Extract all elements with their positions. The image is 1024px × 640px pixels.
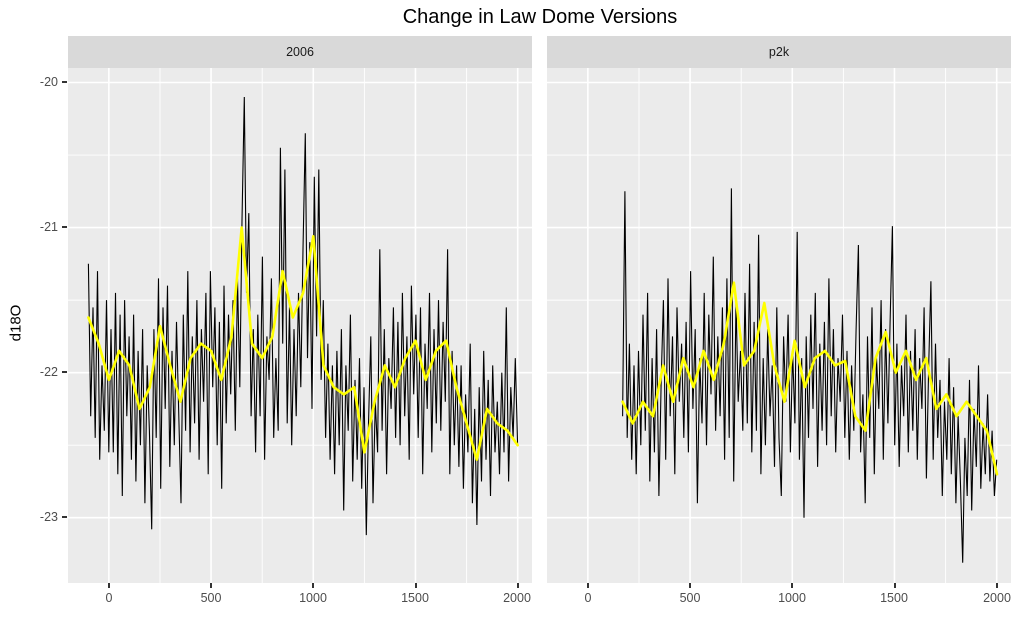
x-tick-label: 1500 — [880, 591, 908, 605]
x-tick-label: 1000 — [299, 591, 327, 605]
x-tick-label: 2000 — [983, 591, 1011, 605]
smooth-series-line — [621, 281, 999, 476]
y-tick-mark — [62, 226, 67, 228]
facet-panel-p2k — [547, 68, 1011, 583]
x-tick-mark — [689, 583, 691, 588]
x-tick-mark — [587, 583, 589, 588]
y-tick-label: -20 — [39, 75, 58, 89]
facet-strip-2006: 2006 — [68, 36, 532, 68]
panel-background — [68, 68, 532, 583]
y-tick-label: -23 — [39, 510, 58, 524]
y-tick-mark — [62, 81, 67, 83]
x-tick-mark — [791, 583, 793, 588]
x-tick-label: 2000 — [503, 591, 531, 605]
x-tick-mark — [517, 583, 519, 588]
x-tick-label: 500 — [200, 591, 222, 605]
smooth-series-line — [87, 226, 520, 462]
panel-background — [547, 68, 1011, 583]
x-tick-mark — [210, 583, 212, 588]
x-tick-mark — [996, 583, 998, 588]
y-tick-label: -22 — [39, 365, 58, 379]
facet-panel-2006 — [68, 68, 532, 583]
y-axis-title: d18O — [7, 304, 25, 342]
x-tick-label: 500 — [679, 591, 701, 605]
x-tick-label: 1000 — [778, 591, 806, 605]
x-tick-label: 1500 — [401, 591, 429, 605]
x-tick-mark — [312, 583, 314, 588]
facet-strip-p2k: p2k — [547, 36, 1011, 68]
x-tick-label: 0 — [584, 591, 592, 605]
chart-title: Change in Law Dome Versions — [402, 6, 678, 28]
x-tick-mark — [108, 583, 110, 588]
y-tick-label: -21 — [39, 220, 58, 234]
raw-series-line — [87, 96, 519, 536]
y-tick-mark — [62, 371, 67, 373]
y-tick-mark — [62, 516, 67, 518]
x-tick-mark — [894, 583, 896, 588]
x-tick-mark — [415, 583, 417, 588]
x-tick-label: 0 — [105, 591, 113, 605]
